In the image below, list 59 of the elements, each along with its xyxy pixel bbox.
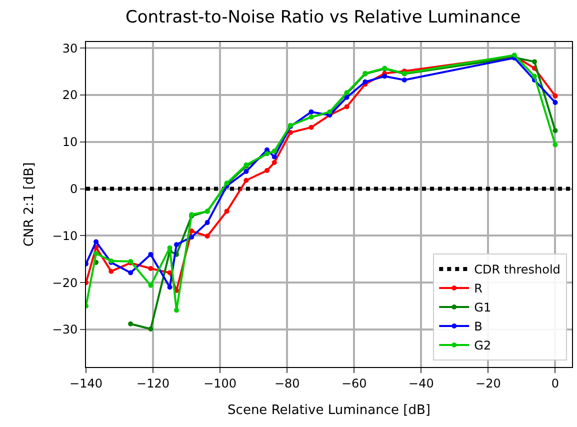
point bbox=[148, 282, 154, 288]
point bbox=[224, 208, 230, 214]
point bbox=[174, 308, 179, 313]
point bbox=[148, 266, 154, 272]
point bbox=[272, 160, 277, 166]
y-tick-label: 20 bbox=[62, 88, 78, 102]
point bbox=[128, 270, 134, 276]
point bbox=[108, 268, 114, 274]
point bbox=[272, 154, 277, 160]
x-tick-label: −120 bbox=[136, 376, 170, 390]
point bbox=[264, 168, 270, 173]
point bbox=[402, 77, 407, 82]
point bbox=[244, 178, 249, 183]
legend-label: G2 bbox=[474, 338, 492, 353]
point bbox=[532, 74, 537, 79]
point bbox=[344, 94, 350, 100]
point bbox=[204, 220, 210, 226]
legend-label: G1 bbox=[474, 300, 492, 315]
chart-title: Contrast-to-Noise Ratio vs Relative Luminance bbox=[126, 8, 521, 28]
point bbox=[167, 284, 172, 290]
point bbox=[552, 93, 558, 98]
point bbox=[532, 59, 537, 64]
y-tick-label: −30 bbox=[52, 322, 78, 337]
legend-label: R bbox=[474, 282, 482, 296]
point bbox=[362, 79, 368, 84]
y-tick-label: −20 bbox=[52, 276, 78, 290]
x-axis-title: Scene Relative Luminance [dB] bbox=[228, 403, 430, 418]
x-tick-label: 0 bbox=[551, 376, 560, 390]
x-tick-label: −100 bbox=[204, 376, 237, 390]
legend-label: CDR threshold bbox=[474, 262, 560, 277]
y-axis-title: CNR 2:1 [dB] bbox=[22, 162, 38, 247]
point bbox=[148, 326, 154, 332]
x-tick-label: −80 bbox=[274, 376, 300, 390]
point bbox=[189, 234, 194, 240]
point bbox=[94, 239, 99, 244]
point bbox=[552, 128, 558, 134]
point bbox=[552, 100, 558, 105]
point bbox=[382, 74, 388, 79]
y-tick-label: −10 bbox=[52, 228, 78, 243]
point bbox=[94, 251, 99, 256]
x-tick-label: −20 bbox=[476, 376, 501, 390]
x-tick-label: −40 bbox=[408, 376, 434, 390]
x-tick-label: −60 bbox=[341, 376, 367, 390]
point bbox=[204, 234, 210, 239]
point bbox=[167, 245, 172, 250]
point bbox=[148, 252, 154, 257]
point bbox=[174, 242, 179, 248]
point bbox=[128, 321, 134, 326]
point bbox=[244, 168, 249, 174]
point bbox=[344, 104, 350, 110]
point bbox=[552, 142, 558, 148]
x-tick-label: −140 bbox=[70, 376, 102, 390]
y-tick-label: 0 bbox=[70, 182, 78, 196]
point bbox=[288, 130, 293, 136]
y-tick-label: 30 bbox=[62, 41, 78, 56]
point bbox=[308, 109, 314, 114]
y-tick-label: 10 bbox=[62, 135, 78, 150]
legend-label: B bbox=[474, 320, 482, 334]
point bbox=[308, 124, 314, 130]
